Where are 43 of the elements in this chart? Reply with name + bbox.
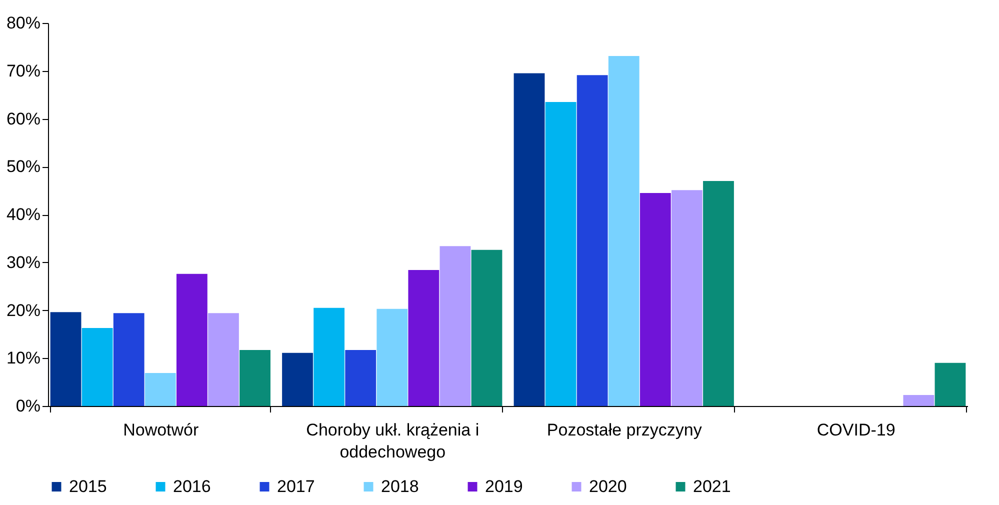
bar <box>240 350 270 406</box>
bar <box>113 313 144 406</box>
bar <box>471 250 502 406</box>
bar <box>208 313 239 406</box>
legend-label: 2017 <box>277 476 315 496</box>
y-tick-label: 10% <box>6 348 40 368</box>
bar <box>576 75 608 406</box>
bar <box>608 56 640 406</box>
legend-label: 2021 <box>693 476 731 496</box>
y-tick-label: 60% <box>6 109 40 128</box>
legend-label: 2019 <box>485 476 523 496</box>
y-tick-label: 40% <box>6 205 40 224</box>
legend-label: 2020 <box>589 476 627 496</box>
bar <box>376 308 408 406</box>
legend-label: 2016 <box>173 476 211 496</box>
bar <box>408 270 440 406</box>
bar <box>934 362 966 406</box>
x-tick-label: Choroby ukł. krążenia i oddechowego <box>306 420 480 462</box>
legend-label: 2018 <box>381 476 419 496</box>
bar <box>345 350 376 406</box>
x-tick-label: Pozostałe przyczyny <box>546 420 702 440</box>
y-tick-label: 20% <box>6 300 40 320</box>
y-tick-label: 70% <box>6 61 40 80</box>
y-tick-label: 50% <box>6 157 40 176</box>
bar <box>671 190 702 406</box>
legend-label: 2015 <box>69 476 107 496</box>
bar <box>314 308 345 406</box>
bar <box>903 394 934 406</box>
bar <box>640 192 671 406</box>
x-tick-label: Nowotwór <box>123 420 200 440</box>
bar <box>144 372 176 406</box>
bar <box>703 180 734 406</box>
bar <box>545 102 576 406</box>
x-tick-label: COVID-19 <box>816 420 896 440</box>
bar <box>82 328 113 406</box>
bar <box>176 274 208 406</box>
y-tick-label: 80% <box>6 14 40 32</box>
bar <box>440 246 471 406</box>
bar <box>282 352 313 406</box>
bar <box>50 312 82 406</box>
y-tick-label: 30% <box>6 252 40 272</box>
y-tick-label: 0% <box>16 396 40 416</box>
bar <box>514 73 545 406</box>
